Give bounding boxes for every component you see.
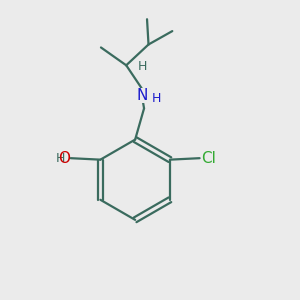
Text: O: O [58,151,70,166]
Text: N: N [137,88,148,103]
Text: Cl: Cl [201,151,216,166]
Text: H: H [56,152,65,165]
Text: H: H [152,92,161,105]
Text: H: H [137,60,147,73]
